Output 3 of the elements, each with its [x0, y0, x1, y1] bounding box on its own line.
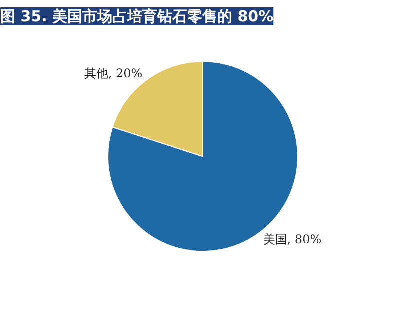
slice-label: 美国, 80% — [263, 232, 322, 247]
chart-title: 图 35. 美国市场占培育钻石零售的 80% — [0, 8, 274, 26]
slice-label: 其他, 20% — [84, 66, 143, 81]
